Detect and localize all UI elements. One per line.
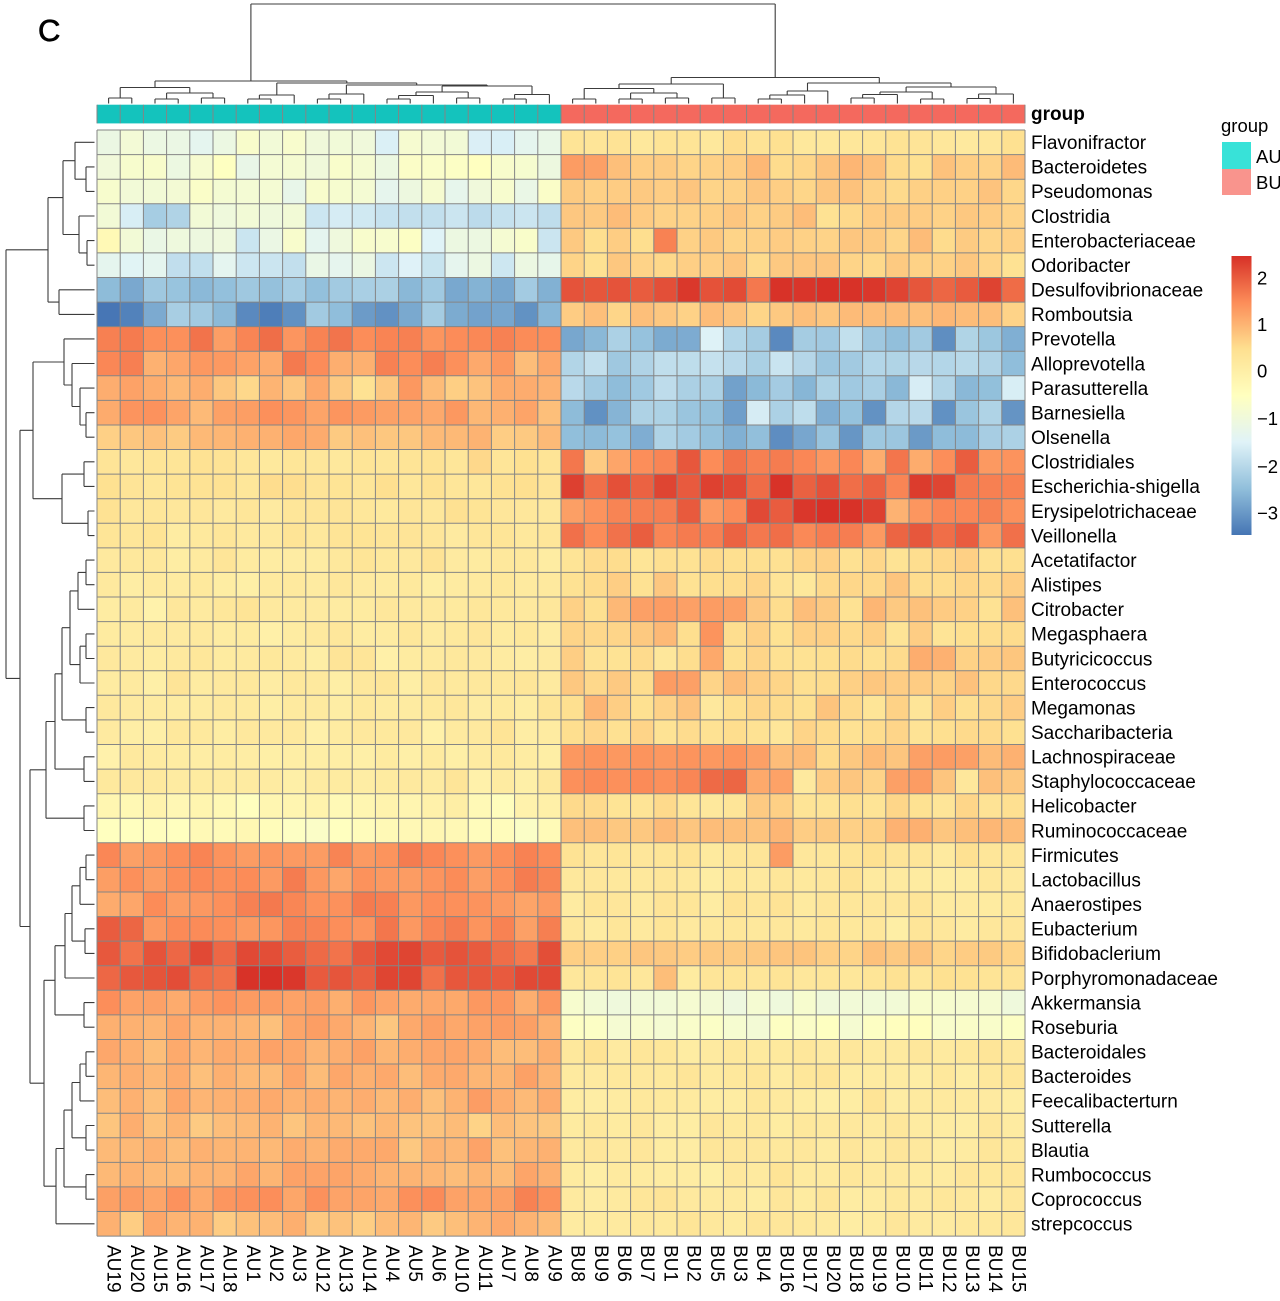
- svg-text:−3: −3: [1257, 503, 1278, 524]
- svg-text:Bacteroides: Bacteroides: [1031, 1067, 1131, 1088]
- svg-text:Blautia: Blautia: [1031, 1141, 1090, 1162]
- svg-text:BU17: BU17: [799, 1245, 820, 1293]
- svg-text:Desulfovibrionaceae: Desulfovibrionaceae: [1031, 281, 1203, 302]
- svg-text:BU: BU: [1256, 172, 1280, 193]
- svg-text:AU15: AU15: [149, 1245, 170, 1293]
- svg-text:BU8: BU8: [567, 1245, 588, 1282]
- svg-text:Coprococcus: Coprococcus: [1031, 1190, 1142, 1211]
- svg-text:Saccharibacteria: Saccharibacteria: [1031, 723, 1173, 744]
- svg-text:Parasutterella: Parasutterella: [1031, 379, 1149, 400]
- svg-text:BU19: BU19: [868, 1245, 889, 1293]
- svg-text:Lachnospiraceae: Lachnospiraceae: [1031, 748, 1176, 769]
- svg-text:Clostridiales: Clostridiales: [1031, 453, 1134, 474]
- svg-text:Enterococcus: Enterococcus: [1031, 674, 1146, 695]
- svg-text:AU5: AU5: [404, 1245, 425, 1282]
- svg-text:BU20: BU20: [822, 1245, 843, 1293]
- svg-text:Bacteroidetes: Bacteroidetes: [1031, 158, 1147, 179]
- svg-text:AU6: AU6: [427, 1245, 448, 1282]
- svg-text:Prevotella: Prevotella: [1031, 330, 1116, 351]
- svg-text:BU2: BU2: [683, 1245, 704, 1282]
- svg-text:group: group: [1221, 115, 1268, 136]
- svg-text:Staphylococcaceae: Staphylococcaceae: [1031, 772, 1196, 793]
- svg-text:Clostridia: Clostridia: [1031, 207, 1111, 228]
- svg-text:Sutterella: Sutterella: [1031, 1116, 1112, 1137]
- svg-text:Helicobacter: Helicobacter: [1031, 797, 1137, 818]
- svg-text:BU6: BU6: [613, 1245, 634, 1282]
- svg-text:Megamonas: Megamonas: [1031, 698, 1136, 719]
- svg-text:−1: −1: [1257, 408, 1278, 429]
- svg-text:BU1: BU1: [659, 1245, 680, 1282]
- svg-text:Akkermansia: Akkermansia: [1031, 993, 1141, 1014]
- svg-text:AU20: AU20: [126, 1245, 147, 1293]
- svg-text:Roseburia: Roseburia: [1031, 1018, 1118, 1039]
- svg-text:Pseudomonas: Pseudomonas: [1031, 182, 1152, 203]
- svg-text:Olsenella: Olsenella: [1031, 428, 1111, 449]
- svg-text:AU18: AU18: [219, 1245, 240, 1293]
- svg-text:Firmicutes: Firmicutes: [1031, 846, 1119, 867]
- svg-text:Alistipes: Alistipes: [1031, 576, 1102, 597]
- svg-text:BU11: BU11: [915, 1245, 936, 1291]
- svg-text:group: group: [1031, 104, 1085, 125]
- svg-text:BU14: BU14: [984, 1245, 1005, 1293]
- svg-text:AU19: AU19: [103, 1245, 124, 1293]
- svg-text:Feecalibacterturn: Feecalibacterturn: [1031, 1092, 1178, 1113]
- svg-text:−2: −2: [1257, 456, 1278, 477]
- svg-text:Escherichia-shigella: Escherichia-shigella: [1031, 477, 1200, 498]
- svg-text:BU16: BU16: [775, 1245, 796, 1293]
- svg-text:strepcoccus: strepcoccus: [1031, 1215, 1132, 1236]
- svg-text:C: C: [38, 13, 60, 48]
- svg-text:AU1: AU1: [242, 1245, 263, 1282]
- svg-text:1: 1: [1257, 314, 1267, 335]
- svg-text:Megasphaera: Megasphaera: [1031, 625, 1148, 646]
- svg-text:BU10: BU10: [891, 1245, 912, 1293]
- svg-text:Veillonella: Veillonella: [1031, 526, 1117, 547]
- svg-text:Bacteroidales: Bacteroidales: [1031, 1043, 1146, 1064]
- svg-text:AU9: AU9: [543, 1245, 564, 1282]
- svg-text:BU18: BU18: [845, 1245, 866, 1293]
- svg-text:BU13: BU13: [961, 1245, 982, 1293]
- svg-text:Butyricicoccus: Butyricicoccus: [1031, 649, 1152, 670]
- svg-text:Barnesiella: Barnesiella: [1031, 404, 1125, 425]
- svg-text:AU17: AU17: [195, 1245, 216, 1293]
- svg-text:AU16: AU16: [172, 1245, 193, 1293]
- svg-text:Alloprevotella: Alloprevotella: [1031, 354, 1145, 375]
- svg-text:BU9: BU9: [590, 1245, 611, 1282]
- svg-text:AU11: AU11: [474, 1245, 495, 1291]
- svg-text:BU4: BU4: [752, 1245, 773, 1282]
- svg-text:Anaerostipes: Anaerostipes: [1031, 895, 1142, 916]
- svg-text:Rumbococcus: Rumbococcus: [1031, 1165, 1151, 1186]
- svg-text:0: 0: [1257, 361, 1267, 382]
- svg-text:Enterobacteriaceae: Enterobacteriaceae: [1031, 231, 1196, 252]
- svg-text:BU7: BU7: [636, 1245, 657, 1282]
- svg-text:AU4: AU4: [381, 1245, 402, 1282]
- svg-text:Odoribacter: Odoribacter: [1031, 256, 1131, 277]
- svg-text:Lactobacillus: Lactobacillus: [1031, 871, 1141, 892]
- svg-text:AU7: AU7: [497, 1245, 518, 1282]
- svg-text:BU15: BU15: [1007, 1245, 1028, 1293]
- svg-text:Ruminococcaceae: Ruminococcaceae: [1031, 821, 1187, 842]
- svg-text:AU3: AU3: [288, 1245, 309, 1282]
- svg-text:Eubacterium: Eubacterium: [1031, 920, 1138, 941]
- svg-text:AU10: AU10: [451, 1245, 472, 1293]
- svg-text:BU5: BU5: [706, 1245, 727, 1282]
- svg-text:Porphyromonadaceae: Porphyromonadaceae: [1031, 969, 1218, 990]
- svg-text:BU12: BU12: [938, 1245, 959, 1293]
- svg-text:AU12: AU12: [311, 1245, 332, 1293]
- svg-text:AU8: AU8: [520, 1245, 541, 1282]
- svg-text:AU2: AU2: [265, 1245, 286, 1282]
- svg-text:BU3: BU3: [729, 1245, 750, 1282]
- svg-text:AU13: AU13: [335, 1245, 356, 1293]
- svg-text:Citrobacter: Citrobacter: [1031, 600, 1125, 621]
- svg-text:Flavonifractor: Flavonifractor: [1031, 133, 1147, 154]
- svg-text:Erysipelotrichaceae: Erysipelotrichaceae: [1031, 502, 1197, 523]
- svg-text:Romboutsia: Romboutsia: [1031, 305, 1133, 326]
- svg-text:AU14: AU14: [358, 1245, 379, 1293]
- svg-text:2: 2: [1257, 268, 1267, 289]
- svg-text:Acetatifactor: Acetatifactor: [1031, 551, 1137, 572]
- svg-text:Bifidobaclerium: Bifidobaclerium: [1031, 944, 1161, 965]
- svg-text:AU: AU: [1256, 146, 1280, 167]
